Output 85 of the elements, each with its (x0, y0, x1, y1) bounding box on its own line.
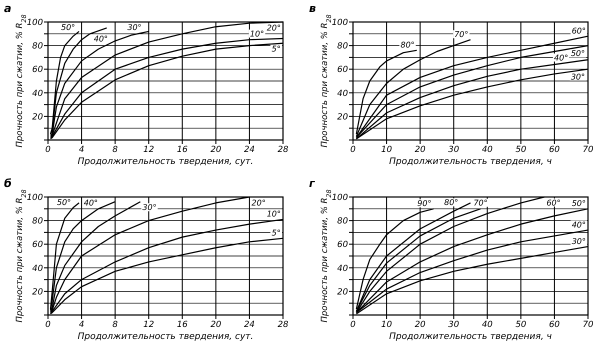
x-tick-label: 12 (143, 145, 154, 155)
series-label: 60° (546, 198, 561, 208)
series-label: 5° (272, 44, 281, 54)
series-label: 60° (572, 26, 586, 36)
y-tick-label: 100 (26, 193, 43, 203)
series-label: 90° (417, 199, 432, 208)
series-label: 40° (94, 34, 108, 44)
x-tick-label: 60 (549, 145, 560, 155)
x-tick-label: 20 (210, 320, 222, 330)
x-tick-label: 20 (414, 320, 426, 330)
series-label: 10° (266, 210, 281, 219)
y-tick-label: 40 (337, 264, 348, 274)
series-label: 80° (444, 198, 458, 208)
y-tick-label: 40 (32, 88, 43, 99)
x-tick-label: 10 (381, 320, 392, 330)
y-tick-label: 40 (32, 264, 43, 274)
x-axis-title: Продолжительность твердения, сут. (78, 157, 254, 167)
series-label: 30° (142, 203, 157, 212)
series-label: 50° (570, 49, 586, 58)
chart-title: а (4, 2, 12, 15)
y-tick-label: 100 (26, 18, 43, 28)
x-axis-title: Продолжительность твердения, ч (389, 157, 552, 167)
x-tick-label: 16 (176, 320, 188, 330)
x-tick-label: 70 (582, 320, 594, 330)
y-tick-label: 100 (332, 18, 348, 28)
x-tick-label: 30 (448, 320, 460, 330)
y-tick-label: 60 (32, 240, 43, 250)
series-label: 80° (400, 40, 415, 50)
x-tick-label: 20 (414, 145, 426, 155)
x-tick-label: 24 (244, 145, 255, 155)
y-tick-label: 80 (32, 42, 43, 52)
x-tick-label: 0 (45, 320, 51, 330)
x-tick-label: 28 (278, 145, 289, 155)
y-tick-label: 60 (32, 65, 43, 76)
series-label: 70° (473, 198, 488, 208)
chart-title: в (309, 2, 316, 15)
y-tick-label: 20 (337, 112, 348, 122)
x-tick-label: 28 (278, 320, 289, 330)
series-label: 5° (272, 228, 281, 238)
series-label: 40° (572, 220, 586, 230)
x-tick-label: 40 (482, 145, 493, 155)
chart-title: г (309, 177, 316, 190)
x-tick-label: 24 (244, 320, 255, 330)
x-tick-label: 4 (78, 145, 84, 155)
series-label: 40° (84, 198, 98, 208)
series-label: 10° (250, 29, 264, 38)
x-tick-label: 12 (143, 320, 154, 330)
series-label: 30° (127, 22, 142, 32)
x-tick-label: 0 (350, 145, 356, 155)
x-tick-label: 0 (350, 320, 356, 330)
series-label: 50° (60, 23, 76, 32)
series-label: 30° (572, 236, 586, 246)
x-tick-label: 0 (45, 145, 51, 155)
x-tick-label: 10 (381, 145, 392, 155)
y-tick-label: 100 (332, 193, 348, 203)
x-tick-label: 20 (210, 145, 222, 155)
y-tick-label: 20 (32, 112, 43, 122)
y-tick-label: 20 (32, 287, 43, 298)
y-tick-label: 80 (32, 216, 43, 227)
y-tick-label: 80 (337, 216, 348, 227)
y-tick-label: 80 (337, 42, 348, 52)
x-tick-label: 4 (78, 320, 84, 330)
x-tick-label: 30 (448, 145, 460, 155)
series-label: 70° (454, 30, 468, 39)
x-tick-label: 8 (112, 320, 118, 330)
series-label: 40° (554, 53, 568, 62)
x-tick-label: 70 (582, 145, 594, 155)
x-tick-label: 40 (482, 320, 493, 330)
chart-title: б (4, 177, 12, 190)
x-tick-label: 60 (549, 320, 560, 330)
x-tick-label: 50 (515, 320, 526, 330)
x-tick-label: 8 (112, 145, 118, 155)
series-label: 20° (266, 23, 281, 32)
x-axis-title: Продолжительность твердения, сут. (78, 332, 254, 342)
y-tick-label: 40 (337, 88, 348, 99)
x-tick-label: 16 (176, 145, 188, 155)
x-axis-title: Продолжительность твердения, ч (389, 332, 552, 342)
series-label: 20° (252, 198, 266, 208)
series-label: 30° (570, 72, 586, 82)
y-tick-label: 60 (337, 240, 348, 250)
series-label: 50° (572, 199, 586, 208)
x-tick-label: 50 (515, 145, 526, 155)
y-tick-label: 20 (337, 287, 348, 298)
y-tick-label: 60 (337, 65, 348, 76)
series-label: 50° (56, 198, 72, 207)
